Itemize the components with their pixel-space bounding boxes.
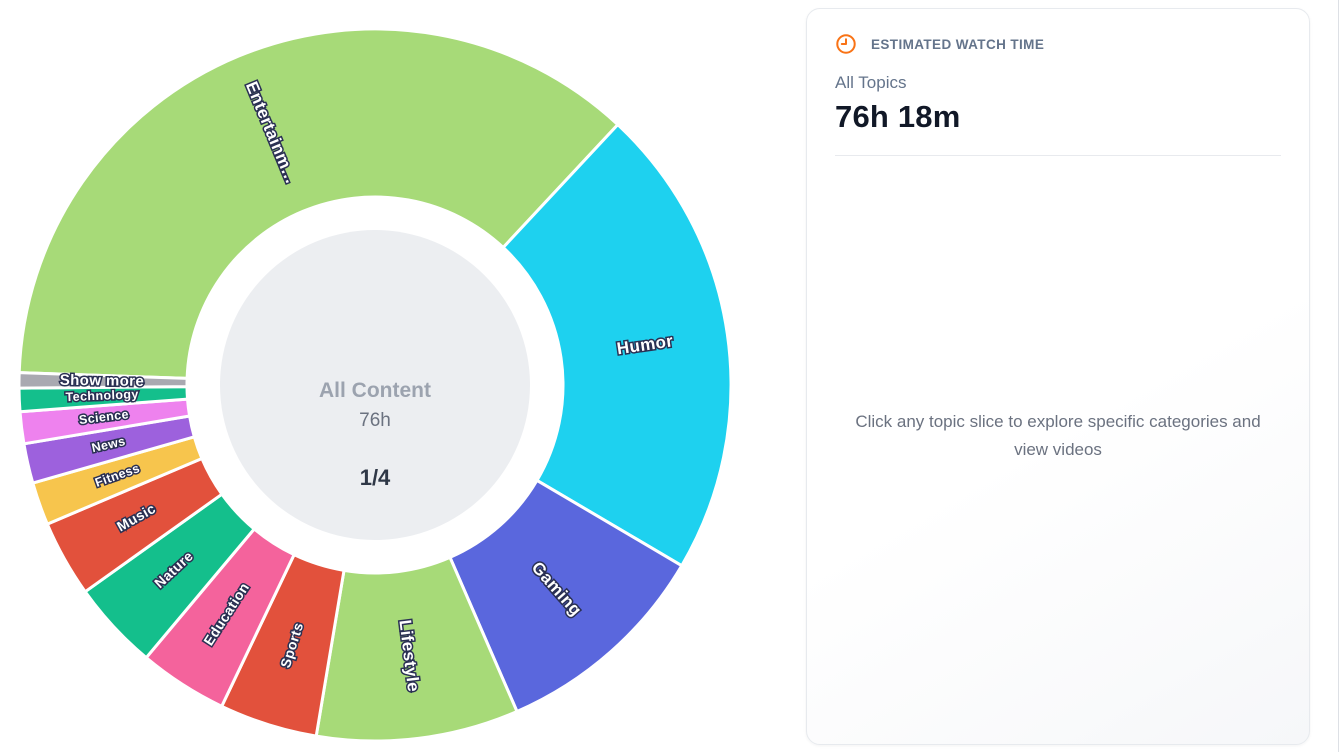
show-more-slice[interactable] (17, 371, 189, 390)
center-value: 76h (359, 410, 391, 431)
watch-time-panel: ESTIMATED WATCH TIME All Topics 76h 18m … (806, 8, 1310, 745)
divider (835, 155, 1281, 156)
center-label: All Content (319, 379, 431, 402)
watch-time-value: 76h 18m (835, 99, 961, 134)
hint-text: Click any topic slice to explore specifi… (855, 412, 1261, 459)
panel-title: ESTIMATED WATCH TIME (871, 36, 1045, 52)
slice-humor[interactable] (501, 123, 733, 568)
hint-area: Click any topic slice to explore specifi… (835, 156, 1281, 716)
clock-icon (836, 34, 856, 54)
page-edge-line (1338, 0, 1339, 752)
chart-center (220, 230, 530, 540)
center-page-indicator: 1/4 (360, 465, 391, 490)
scope-label: All Topics (835, 73, 907, 92)
topics-sunburst-chart: Entertainm...HumorGamingLifestyleSportsE… (17, 27, 733, 743)
slice-entertainm[interactable] (17, 27, 620, 380)
panel-header: ESTIMATED WATCH TIME (835, 33, 1281, 55)
